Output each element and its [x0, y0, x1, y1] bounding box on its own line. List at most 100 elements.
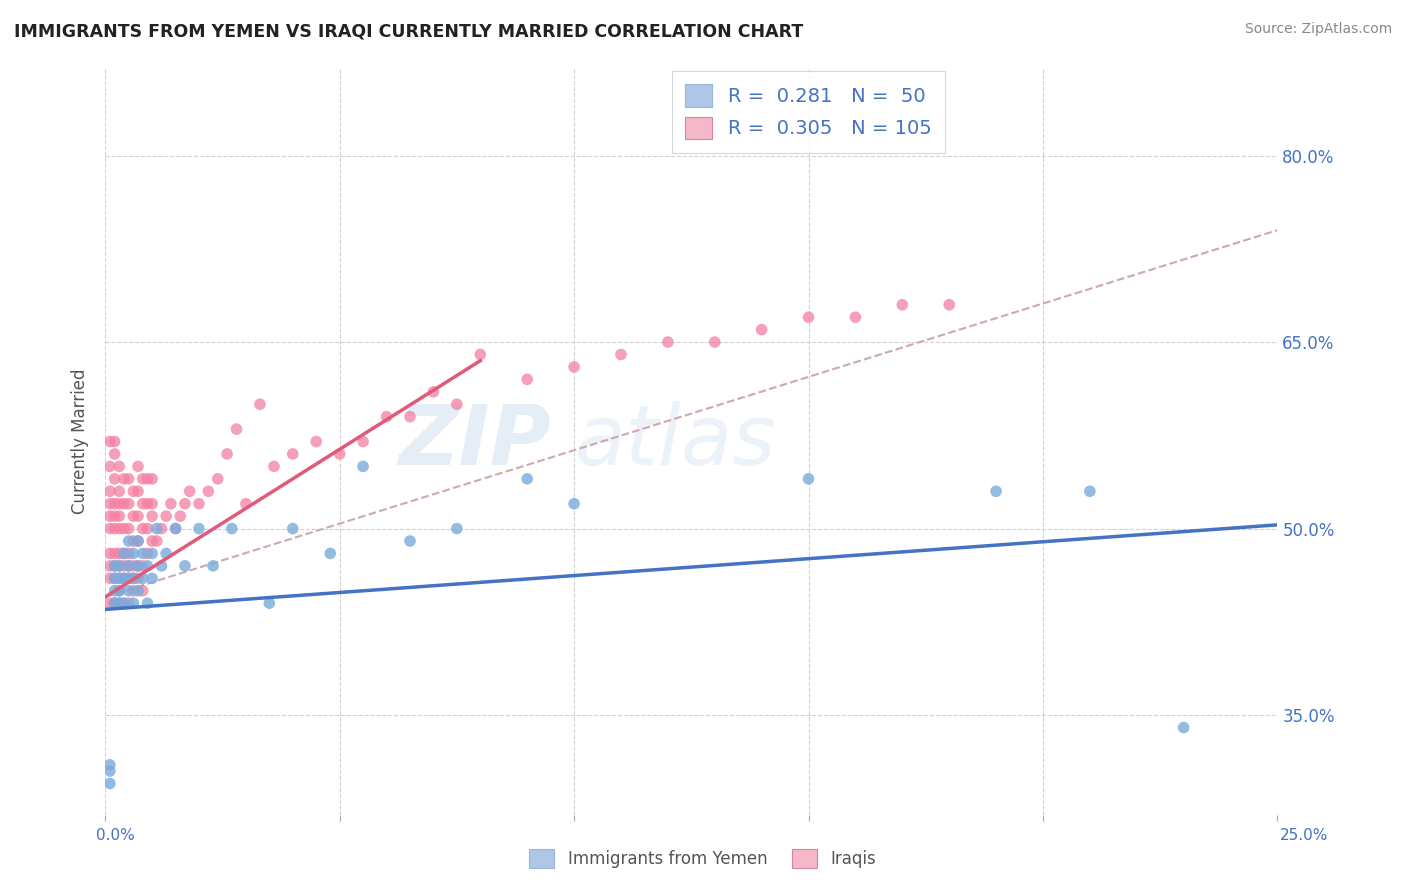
Point — [108, 558, 131, 573]
Point — [136, 558, 159, 573]
Point — [136, 472, 159, 486]
Point — [141, 546, 163, 560]
Point — [202, 558, 225, 573]
Point — [118, 571, 141, 585]
Point — [984, 484, 1007, 499]
Point — [104, 596, 127, 610]
Point — [118, 522, 141, 536]
Point — [562, 359, 585, 374]
Point — [446, 522, 468, 536]
Point — [104, 596, 127, 610]
Point — [562, 497, 585, 511]
Point — [207, 472, 229, 486]
Point — [108, 571, 131, 585]
Point — [132, 472, 155, 486]
Y-axis label: Currently Married: Currently Married — [72, 368, 89, 515]
Point — [127, 571, 149, 585]
Point — [122, 571, 145, 585]
Point — [938, 298, 960, 312]
Point — [108, 558, 131, 573]
Point — [132, 497, 155, 511]
Point — [104, 434, 127, 449]
Point — [98, 596, 121, 610]
Point — [225, 422, 247, 436]
Point — [1173, 721, 1195, 735]
Point — [104, 522, 127, 536]
Text: IMMIGRANTS FROM YEMEN VS IRAQI CURRENTLY MARRIED CORRELATION CHART: IMMIGRANTS FROM YEMEN VS IRAQI CURRENTLY… — [14, 22, 803, 40]
Point — [352, 459, 374, 474]
Point — [132, 558, 155, 573]
Point — [98, 558, 121, 573]
Point — [132, 571, 155, 585]
Point — [98, 509, 121, 524]
Point — [217, 447, 239, 461]
Point — [141, 509, 163, 524]
Point — [98, 764, 121, 778]
Point — [118, 583, 141, 598]
Point — [259, 596, 281, 610]
Point — [136, 596, 159, 610]
Point — [155, 546, 177, 560]
Text: Source: ZipAtlas.com: Source: ZipAtlas.com — [1244, 22, 1392, 37]
Point — [141, 497, 163, 511]
Point — [146, 522, 169, 536]
Point — [375, 409, 398, 424]
Point — [122, 546, 145, 560]
Point — [98, 571, 121, 585]
Point — [104, 583, 127, 598]
Point — [305, 434, 328, 449]
Point — [844, 310, 866, 325]
Point — [104, 571, 127, 585]
Point — [470, 347, 492, 361]
Point — [98, 434, 121, 449]
Point — [118, 558, 141, 573]
Point — [104, 447, 127, 461]
Point — [399, 409, 422, 424]
Point — [399, 534, 422, 549]
Point — [118, 596, 141, 610]
Point — [118, 571, 141, 585]
Point — [751, 323, 773, 337]
Point — [112, 596, 135, 610]
Text: ZIP: ZIP — [398, 401, 551, 482]
Point — [136, 546, 159, 560]
Point — [104, 558, 127, 573]
Point — [132, 583, 155, 598]
Point — [104, 596, 127, 610]
Point — [98, 497, 121, 511]
Point — [319, 546, 342, 560]
Point — [127, 509, 149, 524]
Point — [179, 484, 201, 499]
Point — [122, 509, 145, 524]
Point — [118, 546, 141, 560]
Point — [98, 757, 121, 772]
Point — [122, 484, 145, 499]
Point — [446, 397, 468, 411]
Point — [610, 347, 633, 361]
Point — [108, 522, 131, 536]
Point — [118, 497, 141, 511]
Point — [127, 583, 149, 598]
Point — [98, 776, 121, 790]
Point — [703, 334, 725, 349]
Point — [122, 571, 145, 585]
Point — [112, 571, 135, 585]
Point — [1078, 484, 1101, 499]
Point — [281, 522, 304, 536]
Point — [188, 497, 211, 511]
Point — [108, 509, 131, 524]
Point — [108, 571, 131, 585]
Point — [127, 558, 149, 573]
Point — [169, 509, 191, 524]
Point — [221, 522, 243, 536]
Point — [516, 372, 538, 386]
Point — [136, 497, 159, 511]
Point — [108, 546, 131, 560]
Point — [141, 472, 163, 486]
Point — [108, 583, 131, 598]
Text: 25.0%: 25.0% — [1281, 828, 1329, 843]
Point — [127, 484, 149, 499]
Legend: R =  0.281   N =  50, R =  0.305   N = 105: R = 0.281 N = 50, R = 0.305 N = 105 — [672, 70, 945, 153]
Point — [104, 546, 127, 560]
Text: 0.0%: 0.0% — [96, 828, 135, 843]
